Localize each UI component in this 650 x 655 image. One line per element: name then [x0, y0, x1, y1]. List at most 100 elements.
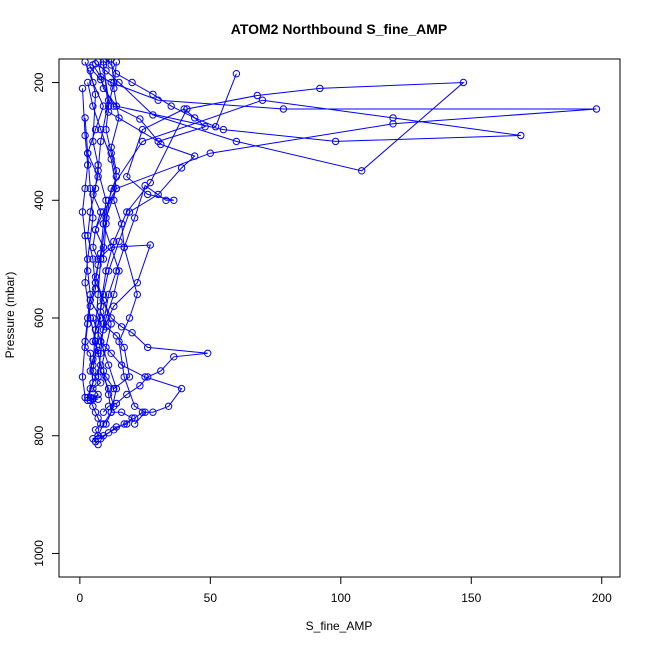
series-16 — [81, 67, 102, 405]
series-17 — [91, 61, 118, 428]
data-point — [117, 323, 126, 331]
data-point — [170, 353, 178, 361]
data-point — [115, 237, 123, 246]
data-point — [102, 196, 110, 205]
y-tick-label: 400 — [32, 190, 46, 210]
data-point — [104, 429, 113, 437]
data-point — [125, 208, 134, 216]
data-point — [89, 137, 97, 146]
data-point — [102, 67, 110, 75]
data-point — [219, 125, 228, 134]
data-point — [97, 125, 105, 134]
data-point — [131, 420, 139, 428]
data-point — [81, 184, 89, 193]
data-point — [517, 131, 525, 140]
data-point — [78, 84, 87, 93]
data-point — [99, 255, 108, 263]
data-point — [110, 402, 118, 410]
data-point — [107, 59, 115, 63]
data-point — [81, 231, 89, 240]
x-tick-label: 200 — [592, 591, 612, 605]
data-point — [592, 105, 601, 113]
data-point — [120, 243, 128, 252]
data-point — [141, 373, 149, 381]
data-point — [89, 78, 97, 87]
data-point — [91, 426, 100, 434]
data-point — [102, 343, 110, 352]
data-point — [81, 59, 89, 66]
data-point — [104, 361, 113, 369]
data-point — [104, 196, 113, 205]
data-point — [84, 149, 92, 157]
data-point — [99, 61, 108, 69]
data-point — [97, 249, 105, 258]
data-point — [138, 137, 147, 146]
data-point — [136, 115, 144, 123]
data-point — [94, 395, 102, 403]
data-point — [97, 349, 105, 357]
series-13 — [78, 84, 95, 402]
data-point — [253, 91, 261, 100]
series-line — [84, 70, 99, 401]
data-point — [133, 290, 142, 299]
series-line — [110, 61, 146, 425]
data-point — [78, 208, 87, 216]
series-4 — [89, 61, 601, 369]
data-point — [117, 408, 126, 416]
data-point — [99, 208, 108, 216]
x-tick-label: 50 — [204, 591, 218, 605]
data-point — [89, 190, 97, 199]
data-point — [81, 279, 89, 287]
data-point — [167, 102, 175, 110]
data-point — [177, 384, 186, 393]
data-point — [110, 196, 118, 205]
data-point — [316, 84, 324, 93]
data-point — [157, 367, 165, 375]
data-point — [110, 302, 118, 310]
data-point — [86, 184, 95, 193]
y-tick-label: 600 — [32, 308, 46, 328]
data-point — [84, 396, 92, 405]
data-point — [331, 137, 340, 146]
data-point — [91, 408, 100, 416]
data-point — [107, 149, 115, 157]
data-point — [102, 373, 110, 381]
data-point — [162, 196, 170, 205]
data-point — [91, 273, 100, 281]
data-point — [149, 111, 157, 119]
data-point — [91, 60, 100, 68]
data-point — [104, 402, 113, 410]
data-point — [89, 402, 97, 410]
data-point — [123, 173, 131, 181]
plot-box — [58, 58, 621, 578]
data-point — [115, 267, 123, 275]
data-point — [84, 267, 92, 275]
data-point — [94, 432, 102, 440]
data-point — [115, 78, 123, 87]
series-15 — [107, 59, 149, 428]
data-point — [81, 131, 89, 140]
data-point — [89, 379, 97, 387]
data-point — [99, 420, 108, 428]
data-point — [204, 349, 212, 357]
data-point — [141, 408, 149, 416]
data-point — [86, 349, 95, 357]
x-axis-label: S_fine_AMP — [306, 619, 373, 633]
data-point — [157, 140, 165, 149]
data-point — [149, 408, 157, 416]
data-point — [154, 96, 162, 104]
data-point — [91, 226, 100, 234]
data-point — [358, 167, 366, 175]
data-point — [94, 390, 102, 399]
data-point — [107, 143, 115, 152]
data-point — [102, 267, 110, 275]
series-line — [92, 317, 183, 440]
data-point — [94, 173, 102, 181]
data-point — [154, 190, 162, 199]
data-point — [120, 373, 128, 381]
data-point — [84, 78, 92, 87]
data-point — [91, 125, 100, 134]
data-point — [86, 302, 95, 310]
